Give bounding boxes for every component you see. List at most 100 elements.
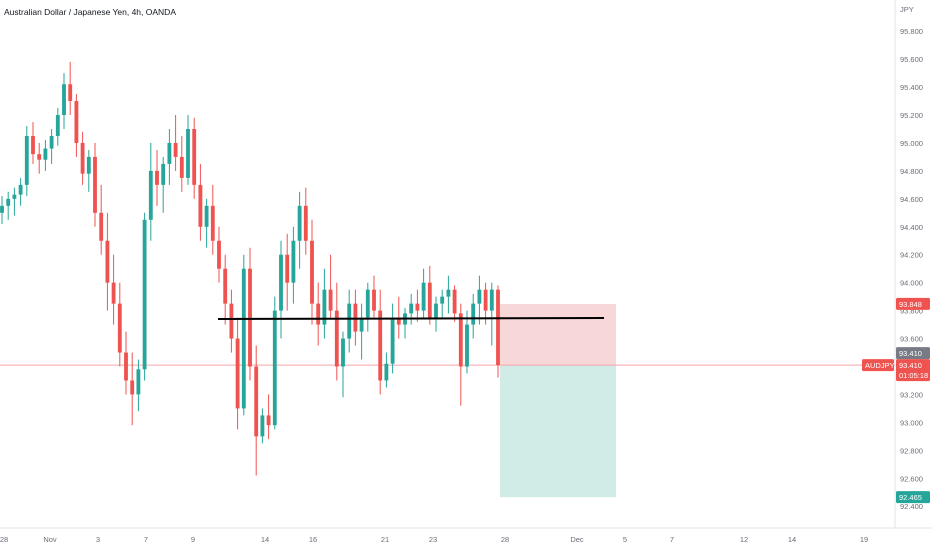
candle-body (440, 296, 445, 304)
candle-body (130, 380, 135, 395)
candle-body (266, 415, 271, 426)
time-tick-label: 7 (670, 535, 674, 544)
price-tick-label: 94.400 (900, 223, 923, 232)
price-axis[interactable]: JPY 95.800 95.600 95.400 95.200 95.000 94.800… (900, 5, 923, 511)
currency-label: JPY (900, 5, 914, 14)
candle-body (192, 128, 197, 185)
price-tick-label: 95.400 (900, 83, 923, 92)
candle-body (384, 363, 389, 381)
price-tick-label: 92.600 (900, 474, 923, 483)
time-tick-label: 28 (501, 535, 509, 544)
candle-body (322, 289, 327, 325)
candle-body (6, 198, 11, 206)
candle-body (0, 205, 4, 213)
candle-body (105, 240, 110, 283)
candle-body (434, 303, 438, 318)
stop-price-badge-text: 93.848 (899, 300, 922, 309)
stop-loss-zone (500, 303, 616, 366)
candle-body (291, 240, 296, 283)
price-tick-label: 93.600 (900, 335, 923, 344)
price-tick-label: 94.000 (900, 279, 923, 288)
time-tick-label: Nov (43, 535, 57, 544)
candle-body (186, 128, 190, 178)
candle-body (341, 338, 345, 367)
candle-body (452, 289, 457, 314)
candle-body (415, 303, 420, 311)
take-profit-zone (500, 365, 616, 498)
candle-body (446, 289, 451, 297)
time-tick-label: 12 (740, 535, 748, 544)
candle-body (55, 115, 60, 136)
candle-body (390, 317, 395, 364)
time-tick-label: 7 (144, 535, 148, 544)
candle-body (124, 352, 128, 381)
candle-body (372, 289, 376, 311)
horizontal-trend-line (217, 316, 605, 320)
candle-body (80, 142, 85, 174)
price-tick-label: 95.000 (900, 139, 923, 148)
candle-body (409, 303, 414, 314)
price-tick-label: 95.200 (900, 111, 923, 120)
candle-body (458, 313, 463, 367)
grey-price-badge-text: 93.410 (899, 349, 922, 358)
time-axis[interactable]: 28 Nov 3 7 9 14 16 21 23 28 Dec 5 7 12 14 19 (0, 535, 868, 544)
candle-body (316, 303, 321, 325)
candle-body (167, 142, 172, 164)
time-tick-label: 14 (261, 535, 269, 544)
candle-body (43, 148, 48, 160)
candle-body (272, 310, 277, 426)
last-price-badge-bg (896, 359, 930, 382)
candle-body (31, 135, 35, 155)
time-tick-label: 9 (191, 535, 195, 544)
candle-body (471, 303, 476, 325)
candle-body (68, 84, 73, 102)
candle-body (465, 324, 469, 367)
candle-body (248, 268, 252, 367)
candle-body (99, 212, 104, 241)
bar-countdown-text: 01:05:18 (899, 371, 928, 380)
candle-body (334, 310, 339, 367)
position-zones (0, 303, 895, 498)
candle-body (74, 101, 79, 143)
grey-price-badge-bg (896, 347, 930, 360)
price-tick-label: 94.200 (900, 251, 923, 260)
candle-body (117, 303, 122, 353)
candle-body (223, 268, 228, 304)
candle-body (210, 205, 215, 241)
time-tick-label: 21 (381, 535, 389, 544)
candle-body (18, 184, 23, 195)
candle-body (254, 366, 259, 437)
candle-body (12, 194, 17, 199)
stop-price-badge-bg (896, 297, 930, 310)
time-tick-label: Dec (570, 535, 584, 544)
time-tick-label: 19 (860, 535, 868, 544)
candle-body (365, 289, 370, 318)
candle-body (285, 254, 290, 283)
candle-body (217, 240, 221, 269)
last-price-badge-text: 93.410 (899, 361, 922, 370)
drawing-overlay (217, 316, 605, 320)
candle-body (62, 84, 66, 116)
price-tick-label: 93.200 (900, 390, 923, 399)
candle-body (148, 170, 153, 220)
candle-body (179, 156, 184, 178)
price-tick-label: 95.800 (900, 27, 923, 36)
symbol-tag-bg (862, 359, 894, 372)
candle-body (359, 317, 364, 332)
price-tick-label: 92.400 (900, 502, 923, 511)
candle-body (161, 163, 166, 185)
candle-body (204, 205, 209, 227)
candle-body (279, 254, 283, 311)
candle-body (24, 135, 29, 185)
price-tick-label: 95.600 (900, 55, 923, 64)
candle-body (396, 317, 401, 325)
candlestick-series (0, 61, 500, 476)
chart-title: Australian Dollar / Japanese Yen, 4h, OA… (4, 7, 176, 17)
price-tick-label: 93.800 (900, 307, 923, 316)
target-price-badge-bg (896, 491, 930, 504)
target-price-badge-text: 92.465 (899, 493, 922, 502)
candle-body (235, 338, 240, 409)
candle-body (297, 205, 302, 241)
